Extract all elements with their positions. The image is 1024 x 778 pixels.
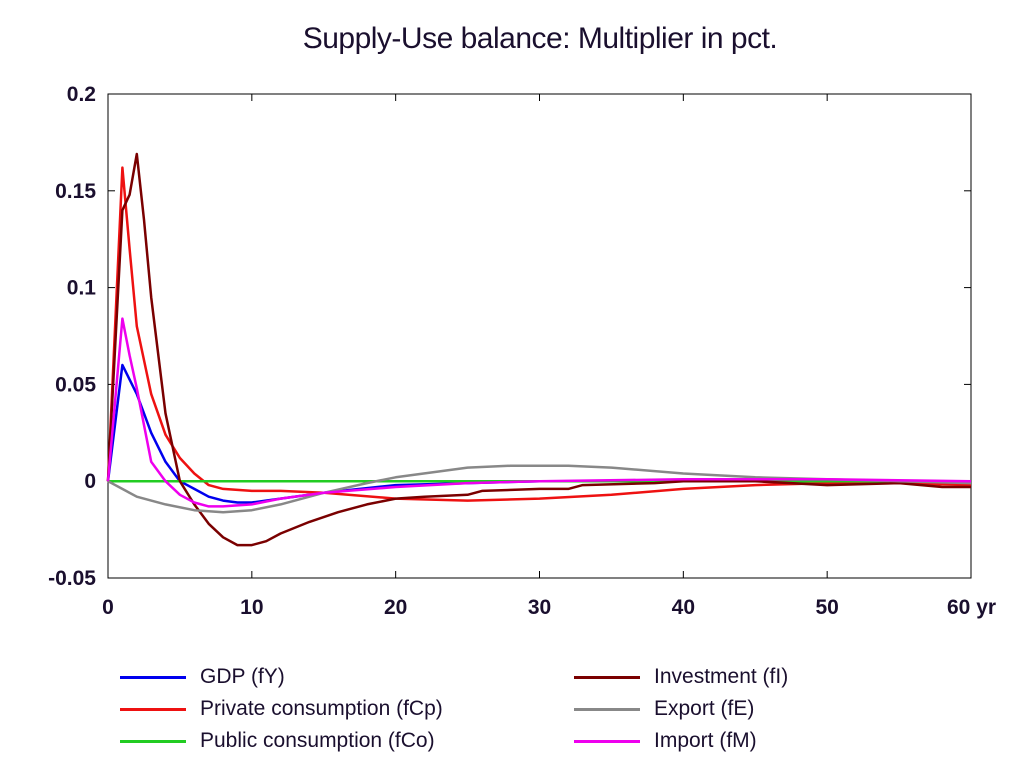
x-tick-label: 30 xyxy=(528,596,551,619)
legend-item: Investment (fI) xyxy=(574,662,788,692)
series-line-3 xyxy=(106,152,971,547)
y-tick-label: 0.05 xyxy=(55,373,96,396)
legend-label: Public consumption (fCo) xyxy=(200,729,435,752)
legend-label: Export (fE) xyxy=(654,697,755,720)
legend-label: GDP (fY) xyxy=(200,665,285,688)
y-tick-label: 0 xyxy=(84,470,96,493)
line-chart: 0.2 0.15 0.1 0.05 0 -0.05 0 10 20 30 40 50 60 yr xyxy=(48,83,996,619)
y-tick-label: 0.2 xyxy=(67,83,96,106)
series-group xyxy=(106,152,972,547)
legend-swatch xyxy=(120,739,186,743)
y-tick-label: 0.1 xyxy=(67,277,97,300)
legend-label: Investment (fI) xyxy=(654,665,789,688)
x-tick-label: 50 xyxy=(815,596,838,619)
legend-item: GDP (fY) xyxy=(120,662,285,692)
legend-item: Public consumption (fCo) xyxy=(120,726,435,756)
series-line-5 xyxy=(106,317,972,508)
legend-label: Private consumption (fCp) xyxy=(200,697,443,720)
legend-item: Export (fE) xyxy=(574,694,754,724)
x-tick-label: 10 xyxy=(240,596,263,619)
y-tick-label: 0.15 xyxy=(55,180,96,203)
series-line-1 xyxy=(106,166,972,502)
legend-swatch xyxy=(120,675,186,679)
x-tick-label: 40 xyxy=(672,596,695,619)
series-line-4 xyxy=(107,464,972,514)
x-tick-label: 60 yr xyxy=(947,596,996,619)
y-tick-label: -0.05 xyxy=(48,567,96,590)
legend-label: Import (fM) xyxy=(654,729,757,752)
x-tick-label: 20 xyxy=(384,596,407,619)
legend-swatch xyxy=(574,739,640,743)
legend-swatch xyxy=(120,707,186,711)
x-tick-label: 0 xyxy=(102,596,114,619)
legend-swatch xyxy=(574,675,640,679)
legend-item: Import (fM) xyxy=(574,726,757,756)
axes-group: 0.2 0.15 0.1 0.05 0 -0.05 0 10 20 30 40 50 60 yr xyxy=(48,83,996,619)
legend-swatch xyxy=(574,707,640,711)
chart-title: Supply-Use balance: Multiplier in pct. xyxy=(302,22,778,55)
legend-item: Private consumption (fCp) xyxy=(120,694,443,724)
